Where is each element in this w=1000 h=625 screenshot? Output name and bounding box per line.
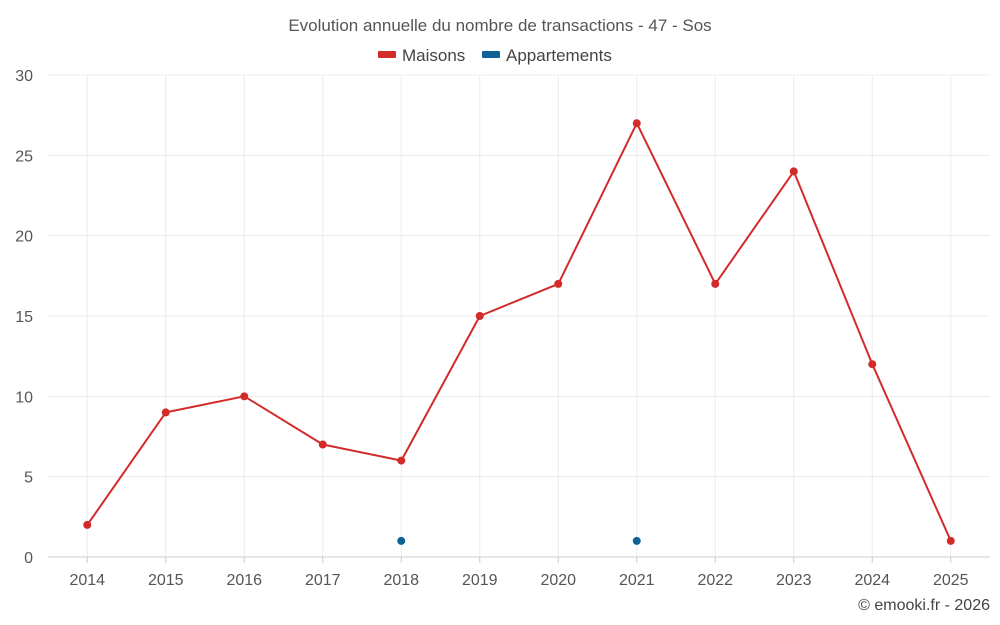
- x-tick-label: 2018: [383, 572, 419, 589]
- credit-text: © emooki.fr - 2026: [858, 597, 990, 614]
- legend-label-maisons[interactable]: Maisons: [402, 46, 465, 65]
- y-tick-label: 30: [15, 68, 33, 85]
- y-tick-label: 25: [15, 148, 33, 165]
- data-point-maisons[interactable]: [868, 360, 877, 369]
- y-tick-label: 20: [15, 229, 33, 246]
- data-point-maisons[interactable]: [240, 392, 249, 401]
- x-tick-label: 2021: [619, 572, 655, 589]
- series: [83, 119, 955, 545]
- x-tick-label: 2019: [462, 572, 498, 589]
- y-tick-label: 15: [15, 309, 33, 326]
- chart-title: Evolution annuelle du nombre de transact…: [288, 16, 711, 35]
- data-point-maisons[interactable]: [83, 520, 92, 529]
- data-point-maisons[interactable]: [161, 408, 170, 417]
- legend-swatch-appartements[interactable]: [482, 51, 500, 58]
- data-point-maisons[interactable]: [711, 279, 720, 288]
- data-point-maisons[interactable]: [632, 119, 641, 128]
- x-tick-label: 2016: [226, 572, 262, 589]
- x-tick-label: 2023: [776, 572, 812, 589]
- x-tick-label: 2014: [69, 572, 105, 589]
- legend-label-appartements[interactable]: Appartements: [506, 46, 612, 65]
- legend-swatch-maisons[interactable]: [378, 51, 396, 58]
- x-tick-label: 2022: [697, 572, 733, 589]
- y-tick-label: 10: [15, 389, 33, 406]
- data-point-maisons[interactable]: [946, 536, 955, 545]
- legend: Maisons Appartements: [378, 46, 612, 65]
- data-point-maisons[interactable]: [789, 167, 798, 176]
- y-tick-label: 5: [24, 470, 33, 487]
- data-point-appartements[interactable]: [632, 536, 641, 545]
- x-tick-label: 2025: [933, 572, 969, 589]
- data-point-appartements[interactable]: [397, 536, 406, 545]
- data-point-maisons[interactable]: [318, 440, 327, 449]
- series-line-maisons: [86, 122, 952, 542]
- y-tick-label: 0: [24, 550, 33, 567]
- data-point-maisons[interactable]: [554, 279, 563, 288]
- x-tick-label: 2024: [854, 572, 890, 589]
- x-tick-label: 2020: [540, 572, 576, 589]
- data-point-maisons[interactable]: [475, 312, 484, 320]
- grid: [48, 74, 990, 557]
- data-point-maisons[interactable]: [397, 456, 406, 465]
- x-tick-label: 2015: [148, 572, 184, 589]
- x-tick-label: 2017: [305, 572, 341, 589]
